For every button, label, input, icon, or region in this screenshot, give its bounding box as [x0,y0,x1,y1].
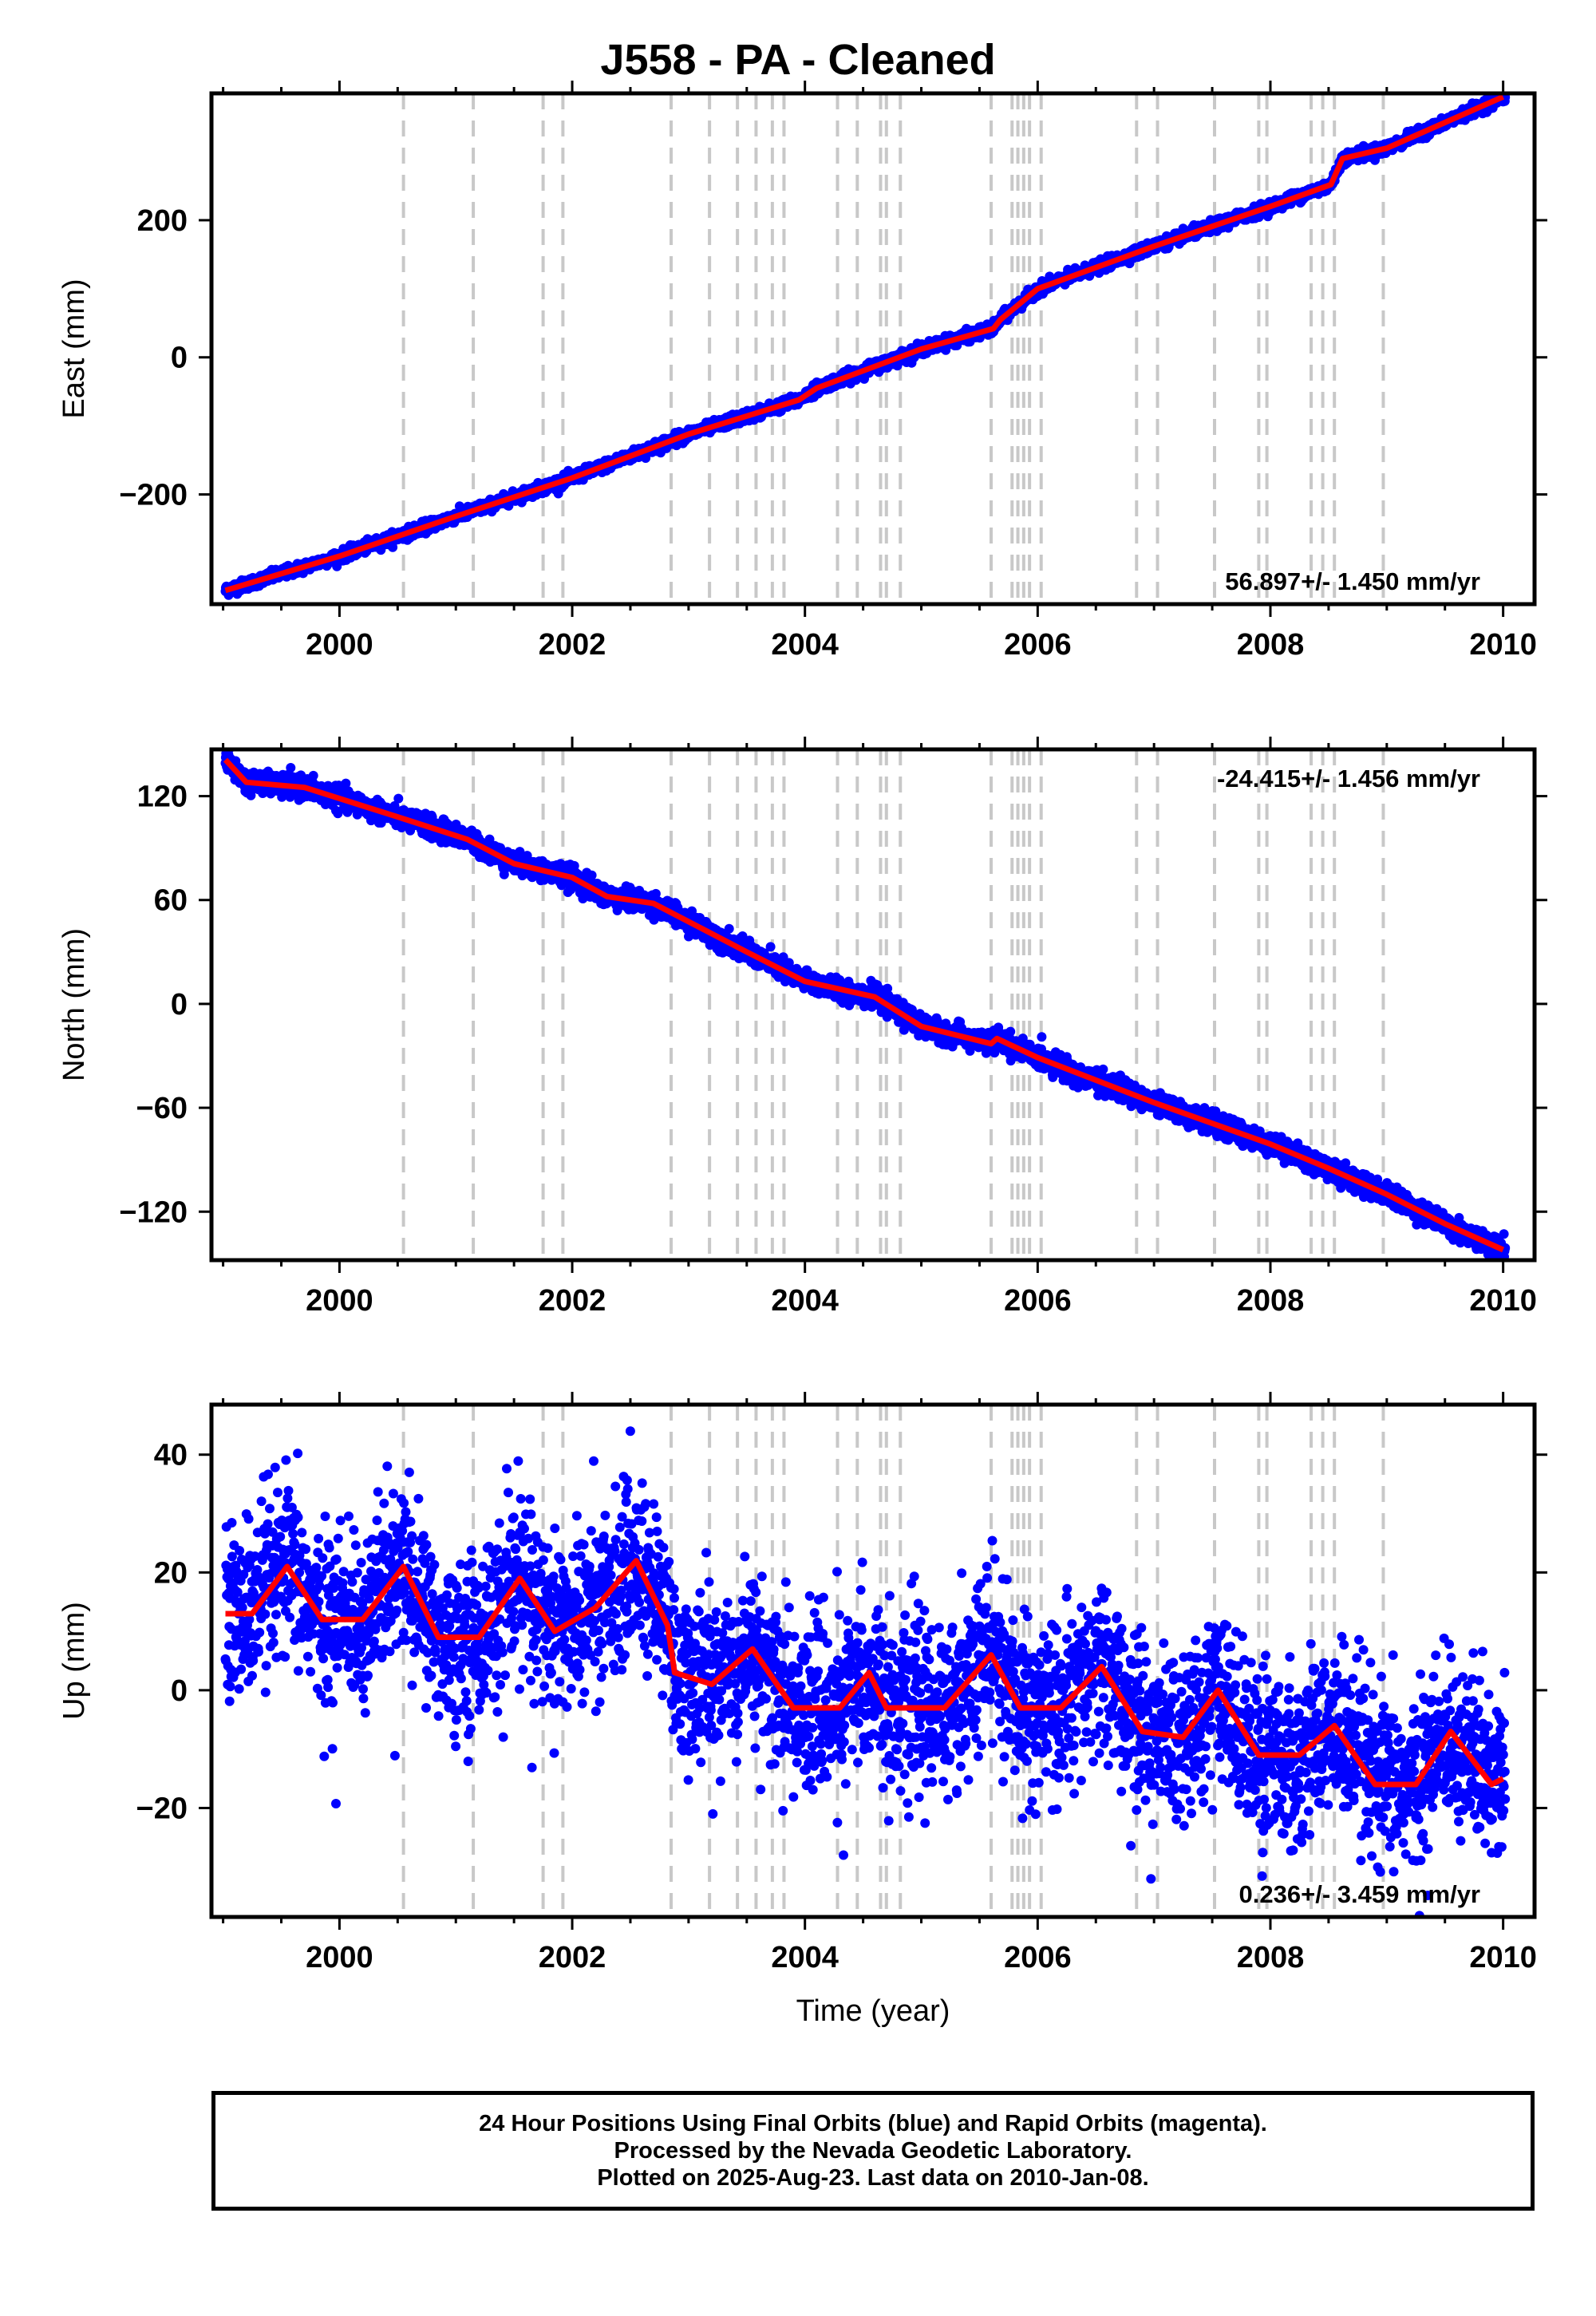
plot-area [220,749,1511,1260]
plot-area [220,93,1511,604]
y-tick-label: 0 [171,342,188,375]
y-axis-label: East (mm) [57,279,91,418]
panel-2: 2000 2002 2004 2006 2008 2010−120−60060120Nor… [57,737,1547,1318]
x-tick-label: 2002 [539,628,606,662]
x-tick-label: 2006 [1004,628,1072,662]
rate-annotation: 56.897+/- 1.450 mm/yr [1225,567,1480,595]
x-tick-label: 2004 [771,628,839,662]
observation-points [220,93,1511,600]
x-tick-label: 2008 [1237,628,1305,662]
data-point [286,763,296,773]
y-tick-label: 200 [137,204,188,238]
x-tick-label: 2010 [1469,628,1537,662]
panel-1: 2000 2002 2004 2006 2008 2010 −200 0 200 East (mm… [57,81,1547,662]
data-point [393,793,404,804]
y-tick-label: −200 [119,479,188,512]
chart-title: J558 - PA - Cleaned [600,36,996,84]
x-tick-label: 2000 [306,628,373,662]
data-point [308,770,318,781]
